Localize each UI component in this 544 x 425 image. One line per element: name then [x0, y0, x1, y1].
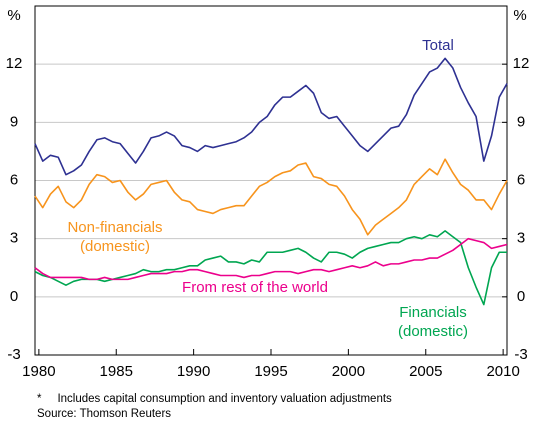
y2-tick-label: 9	[517, 113, 525, 130]
x-tick-label: 2005	[409, 363, 442, 380]
y-unit: %	[7, 7, 20, 24]
y2-tick-label: 6	[517, 171, 525, 188]
y-tick-label: 6	[10, 171, 18, 188]
series-label: (domestic)	[398, 323, 468, 340]
y-tick-label: 3	[10, 230, 18, 247]
y2-tick-label: 0	[517, 288, 525, 305]
series-label: Financials	[399, 304, 467, 321]
series-label: (domestic)	[80, 238, 150, 255]
series-label: From rest of the world	[182, 279, 328, 296]
series-line	[34, 158, 508, 236]
y-tick-label: -3	[7, 346, 20, 363]
x-tick-label: 2000	[332, 363, 365, 380]
y-tick-label: 9	[10, 113, 18, 130]
y-tick-label: 12	[6, 55, 23, 72]
source: Source: Thomson Reuters	[37, 408, 171, 420]
series-line	[34, 237, 508, 281]
x-tick-label: 1990	[177, 363, 210, 380]
series-label: Non-financials	[67, 219, 162, 236]
y2-tick-label: 3	[517, 230, 525, 247]
x-tick-label: 2010	[486, 363, 519, 380]
y2-unit: %	[513, 7, 526, 24]
y-tick-label: 0	[10, 288, 18, 305]
x-tick-label: 1980	[22, 363, 55, 380]
y2-tick-label: 12	[513, 55, 530, 72]
y2-tick-label: -3	[514, 346, 527, 363]
footnote: * Includes capital consumption and inven…	[37, 393, 392, 405]
x-tick-label: 1995	[254, 363, 287, 380]
series-line	[34, 57, 508, 176]
x-tick-label: 1985	[100, 363, 133, 380]
series-label: Total	[422, 37, 454, 54]
